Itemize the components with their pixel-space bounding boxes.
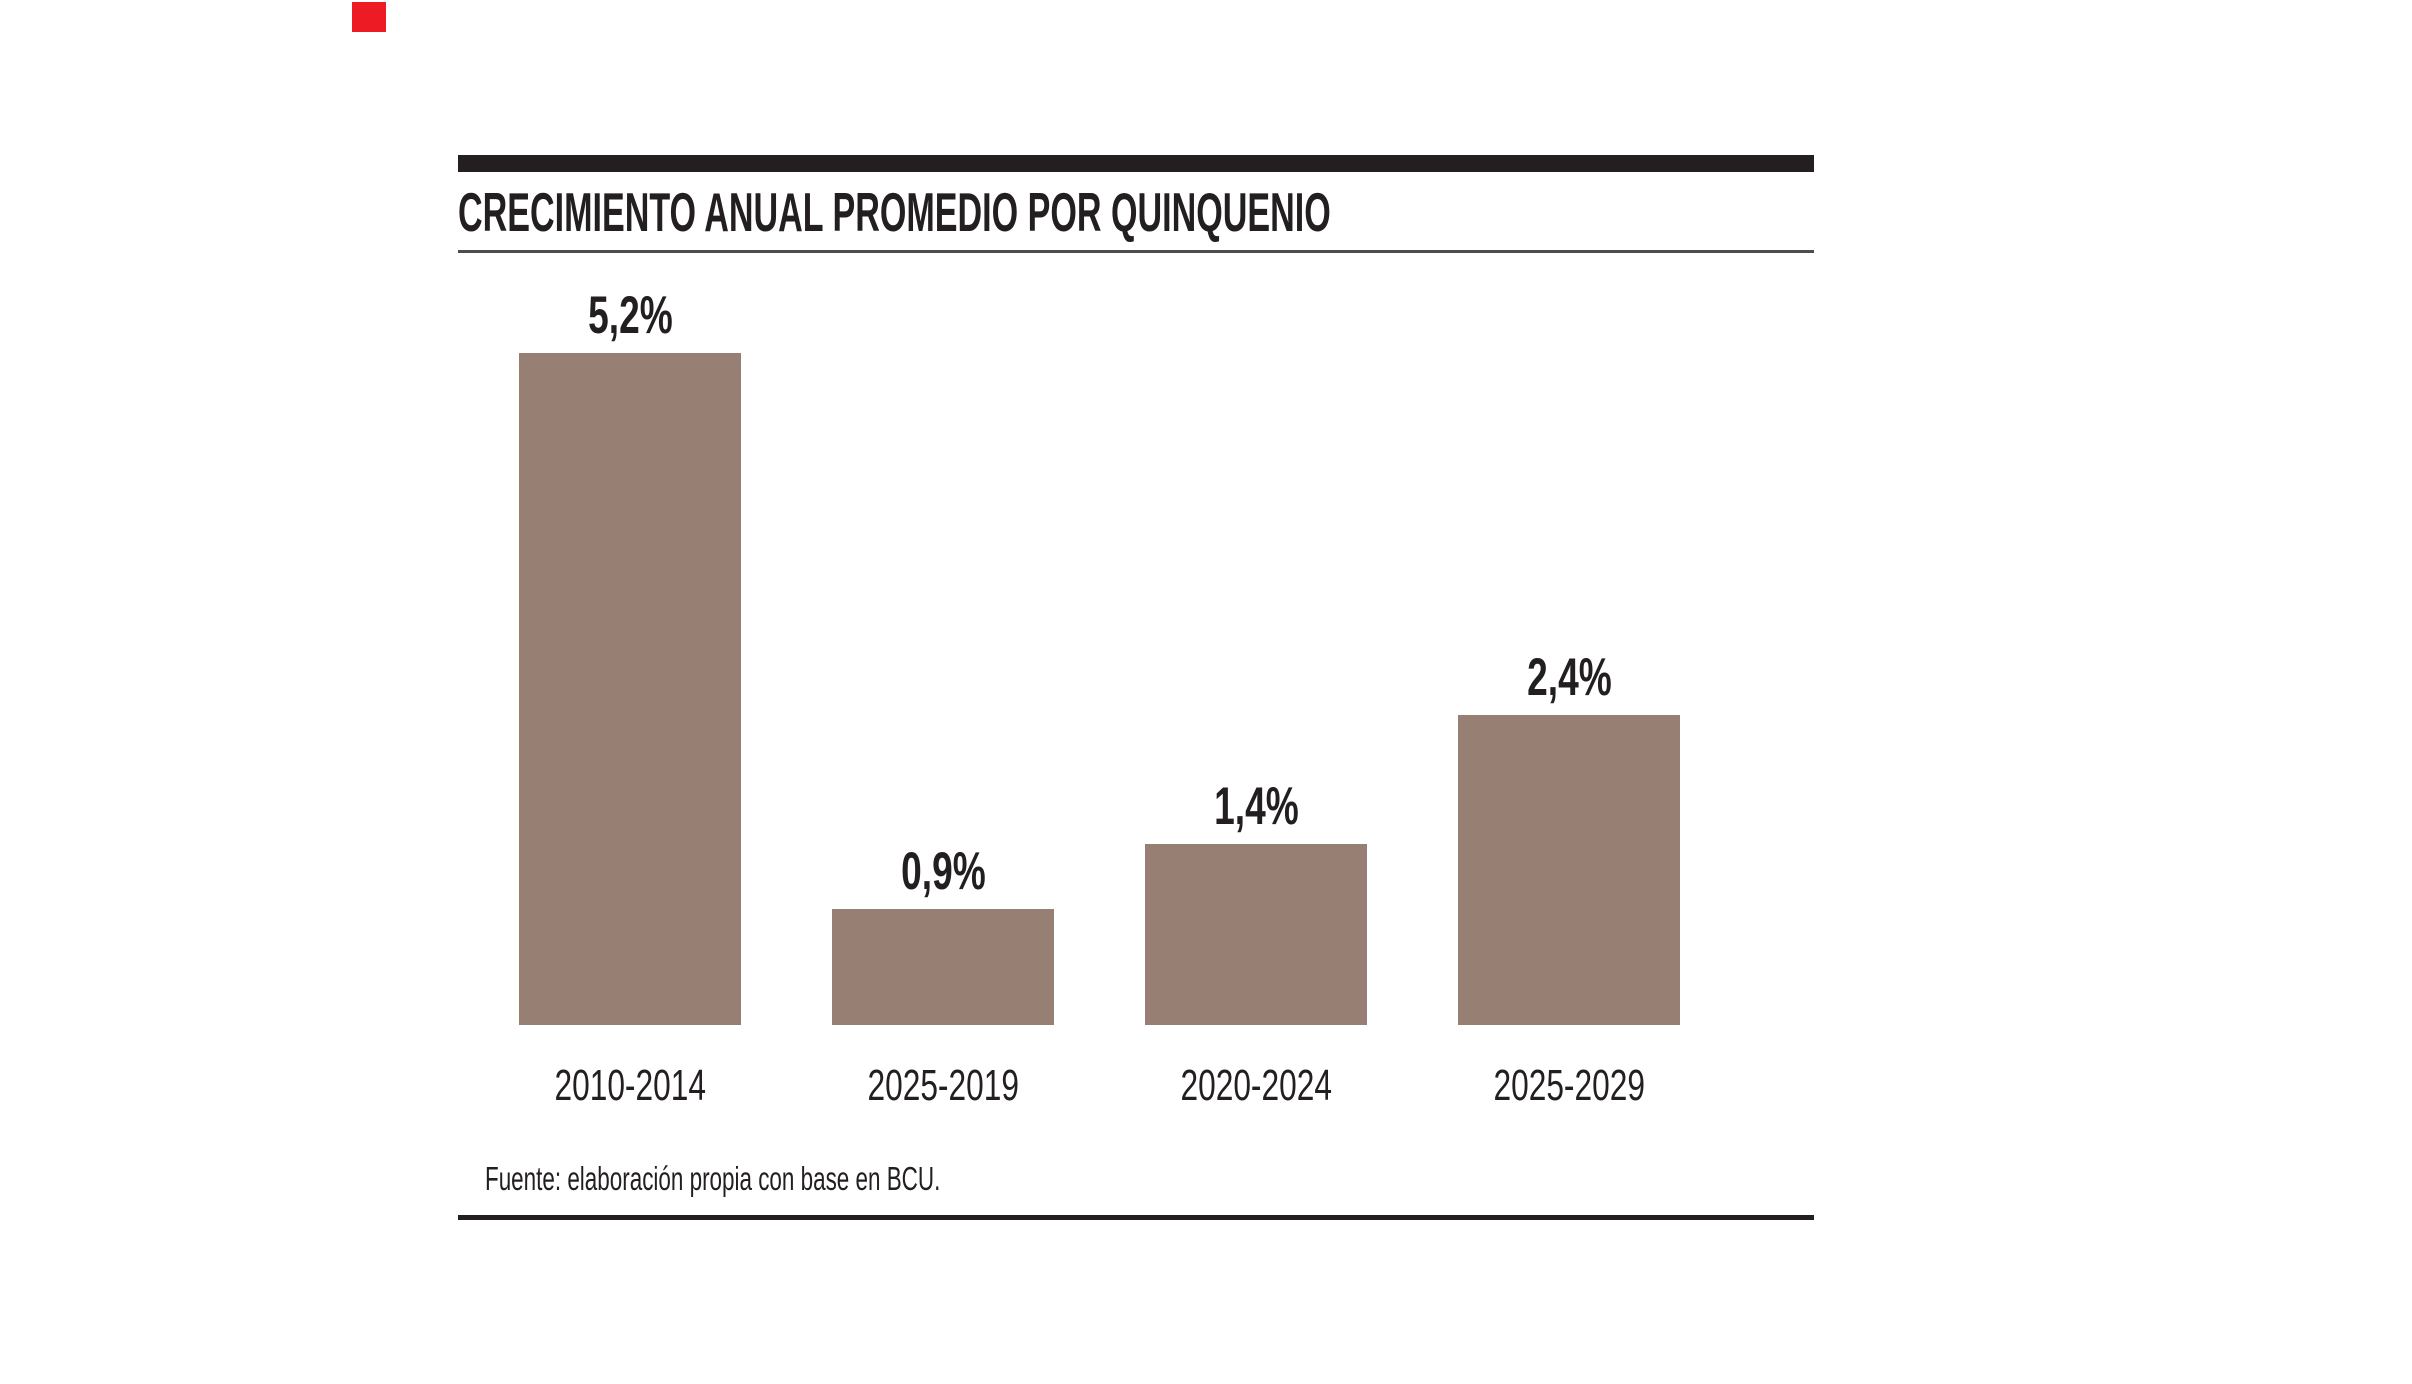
bar [1458, 715, 1680, 1025]
bar-category-text: 2020-2024 [1180, 1061, 1332, 1110]
bar-category-label: 2025-2029 [1439, 1064, 1699, 1108]
bar-category-label: 2020-2024 [1126, 1064, 1386, 1108]
bar-value-text: 2,4% [1526, 648, 1612, 707]
footer-bottom-rule [458, 1215, 1814, 1220]
bar-category-label: 2010-2014 [500, 1064, 760, 1108]
bar-category-label: 2025-2019 [813, 1064, 1073, 1108]
source-note-text: Fuente: elaboración propia con base en B… [485, 1160, 941, 1197]
red-accent-square [352, 2, 386, 32]
chart-title: CRECIMIENTO ANUAL PROMEDIO POR QUINQUENI… [458, 185, 1866, 240]
bar [832, 909, 1054, 1025]
bar-value-text: 5,2% [587, 286, 673, 345]
bar-category-text: 2025-2029 [1493, 1061, 1645, 1110]
bar-category-text: 2025-2019 [867, 1061, 1019, 1110]
bar-value-label: 2,4% [1439, 651, 1699, 704]
bar-value-label: 0,9% [813, 845, 1073, 898]
title-underline-rule [458, 250, 1814, 253]
header-top-rule [458, 155, 1814, 172]
source-note: Fuente: elaboración propia con base en B… [485, 1162, 1155, 1195]
bar-value-text: 0,9% [900, 842, 986, 901]
bar-value-label: 1,4% [1126, 780, 1386, 833]
bar [519, 353, 741, 1025]
bar [1145, 844, 1367, 1025]
chart-title-text: CRECIMIENTO ANUAL PROMEDIO POR QUINQUENI… [458, 181, 1331, 243]
bar-value-label: 5,2% [500, 289, 760, 342]
bar-value-text: 1,4% [1213, 777, 1299, 836]
bar-category-text: 2010-2014 [554, 1061, 706, 1110]
